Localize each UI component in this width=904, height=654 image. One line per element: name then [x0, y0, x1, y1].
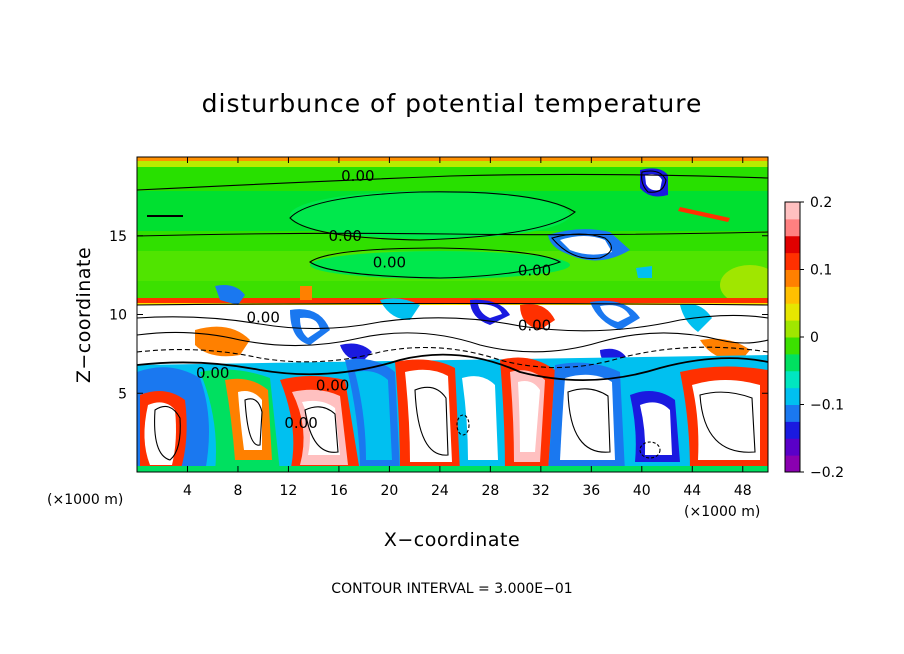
colorbar-swatch [785, 218, 800, 237]
colorbar-tick-label: 0 [810, 330, 819, 346]
x-tick-label: 24 [431, 483, 449, 499]
z-unit-label: (×1000 m) [47, 492, 123, 508]
x-tick-label: 32 [532, 483, 550, 499]
colorbar-tick-label: 0.1 [810, 263, 832, 279]
y-tick-label: 15 [109, 229, 127, 245]
colorbar-swatch [785, 252, 800, 270]
boundary-layer-field [137, 355, 768, 472]
y-axis-label: Z−coordinate [73, 247, 95, 383]
x-tick-label: 28 [481, 483, 499, 499]
colorbar-swatch [785, 337, 800, 355]
x-tick-label: 36 [582, 483, 600, 499]
colorbar-tick-label: −0.2 [810, 465, 844, 481]
colorbar-swatch [785, 370, 800, 389]
colorbar-swatch [785, 320, 800, 338]
y-axis: 5 10 15 [109, 229, 768, 402]
plot-area: 0.00 0.00 0.00 0.00 0.00 0.00 0.00 0.00 0.00 [137, 157, 768, 472]
x-axis: 4 8 12 16 20 24 28 32 36 40 44 48 [183, 157, 752, 499]
chart-title: disturbunce of potential temperature [202, 89, 703, 118]
stratosphere-field [137, 157, 768, 305]
colorbar-swatch [785, 404, 800, 422]
colorbar-swatch [785, 269, 800, 287]
colorbar-swatch [785, 421, 800, 439]
x-tick-label: 4 [183, 483, 192, 499]
x-axis-label: X−coordinate [384, 529, 520, 551]
y-tick-label: 5 [118, 386, 127, 402]
contour-label: 0.00 [246, 309, 279, 327]
colorbar-tick-label: 0.2 [810, 195, 832, 211]
x-tick-label: 8 [233, 483, 242, 499]
colorbar-swatch [785, 438, 800, 456]
colorbar-tick-label: −0.1 [810, 398, 844, 414]
contour-lines [137, 170, 768, 461]
contour-label: 0.00 [329, 227, 362, 245]
contour-label: 0.00 [316, 376, 349, 394]
mid-level-field [137, 298, 768, 368]
colorbar-swatch [785, 455, 800, 473]
x-tick-label: 12 [280, 483, 298, 499]
x-unit-label: (×1000 m) [684, 504, 760, 520]
colorbar-swatch [785, 202, 800, 220]
contour-label: 0.00 [284, 414, 317, 432]
x-tick-label: 40 [633, 483, 651, 499]
colorbar: 0.2 0.1 0 −0.1 −0.2 [784, 195, 844, 481]
x-tick-label: 44 [683, 483, 701, 499]
contour-label: 0.00 [341, 167, 374, 185]
contour-label: 0.00 [373, 254, 406, 272]
colorbar-swatch [785, 303, 800, 321]
contour-label: 0.00 [518, 261, 551, 279]
x-tick-label: 20 [380, 483, 398, 499]
contour-label: 0.00 [196, 364, 229, 382]
colorbar-swatch [785, 387, 800, 405]
x-tick-label: 16 [330, 483, 348, 499]
contour-labels: 0.00 0.00 0.00 0.00 0.00 0.00 0.00 0.00 0.00 [196, 167, 551, 432]
colorbar-swatch [785, 353, 800, 372]
contour-label: 0.00 [518, 317, 551, 335]
contour-interval-note: CONTOUR INTERVAL = 3.000E−01 [331, 581, 572, 597]
x-tick-label: 48 [734, 483, 752, 499]
colorbar-swatch [785, 286, 800, 304]
colorbar-swatch [785, 235, 800, 254]
y-tick-label: 10 [109, 308, 127, 324]
